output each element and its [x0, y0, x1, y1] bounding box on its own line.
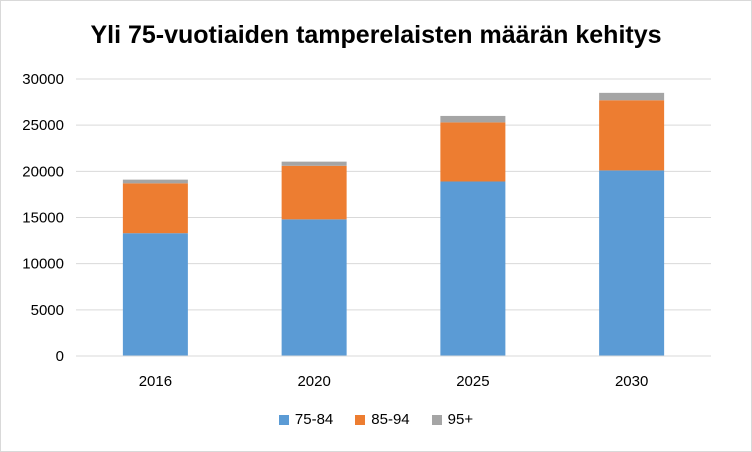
- legend-label: 75-84: [294, 411, 334, 428]
- y-tick-label: 0: [56, 348, 64, 365]
- y-tick-label: 20000: [22, 163, 64, 180]
- legend-label: 95+: [447, 411, 474, 428]
- bar-95+-2016: [122, 179, 188, 184]
- bar-85-94-2016: [122, 183, 188, 234]
- chart-title: Yli 75-vuotiaiden tamperelaisten määrän …: [90, 21, 662, 49]
- legend-swatch: [431, 414, 442, 425]
- bar-95+-2025: [440, 115, 506, 123]
- legend-item: 75-84: [278, 411, 334, 428]
- legend-swatch: [355, 414, 366, 425]
- bar-75-84-2016: [122, 233, 188, 356]
- legend-label: 85-94: [371, 411, 410, 428]
- y-tick-label: 5000: [31, 302, 64, 319]
- x-tick-label: 2020: [297, 373, 330, 390]
- bar-95+-2020: [281, 161, 347, 166]
- bar-85-94-2030: [599, 100, 665, 171]
- y-tick-label: 25000: [22, 117, 64, 134]
- legend-swatch: [278, 414, 289, 425]
- legend-item: 95+: [431, 411, 474, 428]
- x-tick-label: 2016: [139, 373, 172, 390]
- x-tick-label: 2025: [456, 373, 489, 390]
- bar-75-84-2030: [599, 170, 665, 356]
- x-tick-label: 2030: [615, 373, 648, 390]
- bar-75-84-2020: [281, 219, 347, 356]
- y-tick-label: 15000: [22, 210, 64, 227]
- bar-85-94-2025: [440, 122, 506, 182]
- bar-75-84-2025: [440, 181, 506, 356]
- chart-legend: 75-84 85-94 95+: [1, 411, 751, 428]
- legend-item: 85-94: [355, 411, 410, 428]
- bar-95+-2030: [599, 92, 665, 101]
- y-tick-label: 30000: [22, 71, 64, 88]
- y-tick-label: 10000: [22, 256, 64, 273]
- bar-85-94-2020: [281, 165, 347, 220]
